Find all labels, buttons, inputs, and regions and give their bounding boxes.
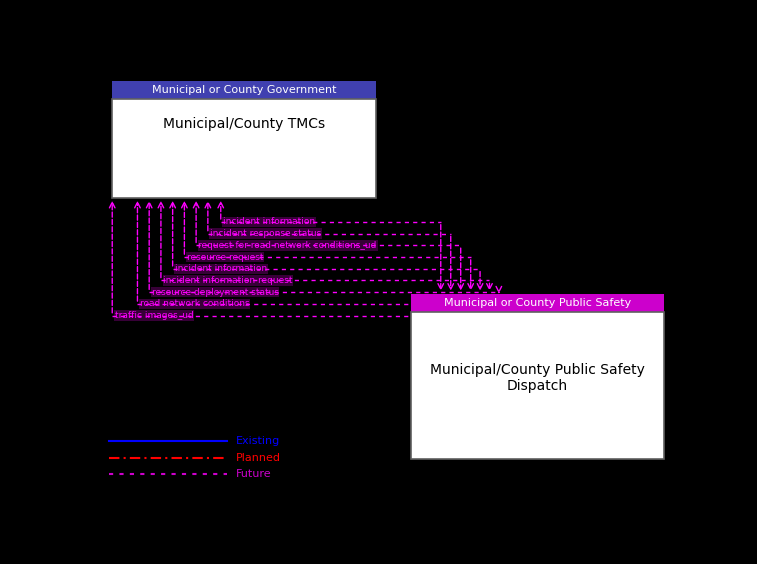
Text: resource deployment status: resource deployment status <box>151 288 279 297</box>
Text: incident information: incident information <box>223 217 315 226</box>
Text: incident information: incident information <box>175 265 267 273</box>
Text: Future: Future <box>235 469 271 479</box>
Text: traffic images_ud: traffic images_ud <box>114 311 193 320</box>
Text: request for road network conditions_ud: request for road network conditions_ud <box>198 241 377 250</box>
Text: Planned: Planned <box>235 453 280 462</box>
Text: resource request: resource request <box>187 253 263 262</box>
Bar <box>412 312 664 459</box>
Bar <box>112 99 376 198</box>
Text: incident information request: incident information request <box>164 276 293 285</box>
Bar <box>412 293 664 312</box>
Text: Municipal or County Public Safety: Municipal or County Public Safety <box>444 298 631 307</box>
Text: incident response status: incident response status <box>210 229 322 238</box>
Text: road network conditions: road network conditions <box>140 299 249 309</box>
Text: Existing: Existing <box>235 436 279 446</box>
Text: Municipal/County TMCs: Municipal/County TMCs <box>164 117 326 131</box>
Text: Municipal/County Public Safety
Dispatch: Municipal/County Public Safety Dispatch <box>430 363 645 393</box>
Text: Municipal or County Government: Municipal or County Government <box>152 85 336 95</box>
Bar <box>112 81 376 99</box>
